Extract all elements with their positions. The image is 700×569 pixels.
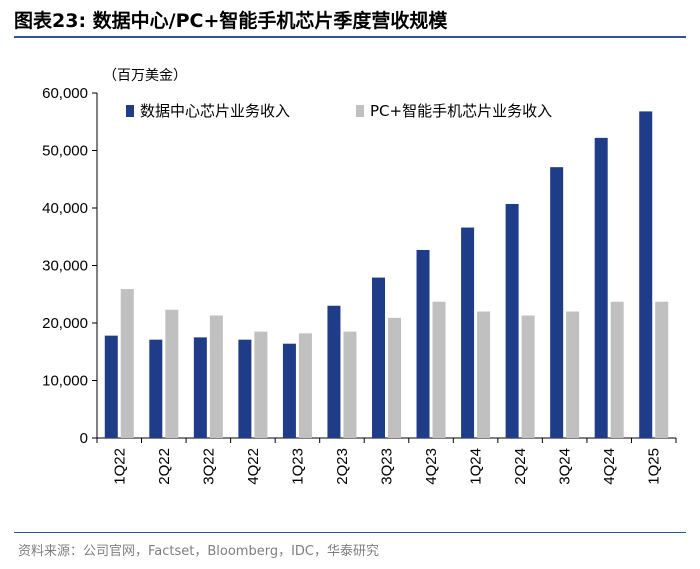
x-tick-label: 2Q23 xyxy=(334,448,351,485)
bar-datacenter xyxy=(327,305,341,438)
legend-label-datacenter: 数据中心芯片业务收入 xyxy=(140,102,290,120)
x-tick-label: 3Q22 xyxy=(200,448,217,485)
y-axis-unit-label: （百万美金） xyxy=(103,68,187,84)
y-tick-label: 30,000 xyxy=(42,258,88,275)
x-tick-label: 2Q22 xyxy=(156,448,173,485)
bar-datacenter xyxy=(282,343,296,438)
bar-datacenter xyxy=(594,137,608,438)
title-rule xyxy=(14,36,686,38)
bar-datacenter xyxy=(104,335,118,438)
bar-datacenter xyxy=(505,203,519,438)
bar-datacenter xyxy=(238,339,252,438)
x-tick-label: 4Q22 xyxy=(245,448,262,485)
x-tick-label: 1Q22 xyxy=(111,448,128,485)
bar-pc-smartphone xyxy=(209,315,223,438)
bar-pc-smartphone xyxy=(521,315,535,438)
legend-swatch-datacenter xyxy=(126,105,134,117)
x-tick-label: 4Q24 xyxy=(601,448,618,485)
bar-pc-smartphone xyxy=(432,301,446,438)
bar-datacenter xyxy=(193,337,207,438)
bar-pc-smartphone xyxy=(477,311,491,438)
x-tick-label: 3Q23 xyxy=(379,448,396,485)
figure-title: 图表23: 数据中心/PC+智能手机芯片季度营收规模 xyxy=(14,10,448,32)
bar-pc-smartphone xyxy=(298,333,312,438)
bar-pc-smartphone xyxy=(165,309,179,438)
bar-datacenter xyxy=(416,249,430,438)
x-tick-label: 2Q24 xyxy=(512,448,529,485)
y-tick-label: 60,000 xyxy=(42,85,88,102)
legend-swatch-pc-smartphone xyxy=(356,105,364,117)
source-rule xyxy=(14,532,686,533)
bar-pc-smartphone xyxy=(655,301,669,438)
bar-pc-smartphone xyxy=(610,301,624,438)
y-tick-label: 10,000 xyxy=(42,373,88,390)
x-tick-label: 3Q24 xyxy=(557,448,574,485)
bar-pc-smartphone xyxy=(388,317,401,438)
y-tick-label: 40,000 xyxy=(42,200,88,217)
y-tick-label: 50,000 xyxy=(42,143,88,160)
bar-datacenter xyxy=(372,277,385,438)
bar-pc-smartphone xyxy=(254,331,268,438)
bar-pc-smartphone xyxy=(566,311,580,438)
y-tick-label: 20,000 xyxy=(42,315,88,332)
bar-pc-smartphone xyxy=(120,289,134,438)
bar-datacenter xyxy=(639,111,653,439)
x-tick-label: 1Q24 xyxy=(468,448,485,485)
bar-datacenter xyxy=(461,227,475,438)
bar-datacenter xyxy=(550,167,564,439)
bar-pc-smartphone xyxy=(343,331,357,438)
x-tick-label: 1Q25 xyxy=(646,448,663,485)
y-tick-label: 0 xyxy=(80,430,88,447)
source-note: 资料来源：公司官网，Factset，Bloomberg，IDC，华泰研究 xyxy=(18,544,380,559)
bar-datacenter xyxy=(149,339,163,438)
x-tick-label: 4Q23 xyxy=(423,448,440,485)
legend-label-pc-smartphone: PC+智能手机芯片业务收入 xyxy=(370,102,552,120)
x-tick-label: 1Q23 xyxy=(289,448,306,485)
